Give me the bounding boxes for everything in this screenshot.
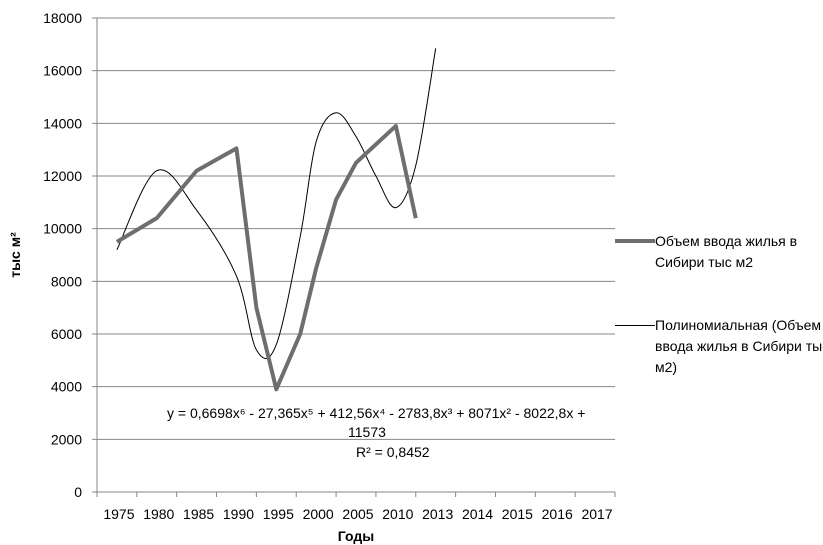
y-tick-label: 8000 xyxy=(51,273,82,289)
x-tick-label: 2000 xyxy=(303,506,334,522)
x-axis-title: Годы xyxy=(338,528,374,544)
x-tick-label: 1995 xyxy=(263,506,294,522)
y-tick-label: 2000 xyxy=(51,431,82,447)
y-tick-label: 10000 xyxy=(43,221,82,237)
trend-line xyxy=(116,48,437,360)
x-tick-label: 2015 xyxy=(502,506,533,522)
y-tick-label: 18000 xyxy=(43,10,82,26)
y-tick-label: 4000 xyxy=(51,379,82,395)
x-tick-label: 1980 xyxy=(143,506,174,522)
y-tick-label: 14000 xyxy=(43,115,82,131)
x-tick-label: 2013 xyxy=(422,506,453,522)
legend-swatch-trend xyxy=(615,325,655,326)
legend-label-trend: Полиномиальная (Объем ввода жилья в Сиби… xyxy=(655,317,823,375)
x-tick-label: 2010 xyxy=(382,506,413,522)
trend-layer xyxy=(116,48,437,360)
x-tick-labels: 1975 1980 1985 1990 1995 2000 2005 2010 2013 2014… xyxy=(103,506,613,522)
x-tick-label: 2005 xyxy=(342,506,373,522)
equation-constant: 11573 xyxy=(348,424,386,440)
y-tick-label: 16000 xyxy=(43,63,82,79)
x-tick-label: 1985 xyxy=(183,506,214,522)
x-tick-label: 2016 xyxy=(542,506,573,522)
r-squared-label: R² = 0,8452 xyxy=(356,444,430,460)
legend-swatch-main xyxy=(615,239,655,243)
y-tick-label: 0 xyxy=(74,484,82,500)
x-tick-marks xyxy=(96,492,616,497)
x-tick-label: 2014 xyxy=(462,506,493,522)
series-layer xyxy=(115,123,418,392)
y-tick-label: 6000 xyxy=(51,326,82,342)
legend-label-main: Объем ввода жилья в Сибири тыс м2 xyxy=(655,233,798,270)
gridlines xyxy=(97,17,615,440)
y-tick-labels: 0 2000 4000 6000 8000 10000 12000 14000 16000 180… xyxy=(43,10,97,500)
y-axis-title: тыс м² xyxy=(7,232,23,278)
y-tick-label: 12000 xyxy=(43,168,82,184)
x-tick-label: 1975 xyxy=(103,506,134,522)
x-tick-label: 1990 xyxy=(223,506,254,522)
equation-label: y = 0,6698x⁶ - 27,365x⁵ + 412,56x⁴ - 278… xyxy=(167,405,585,421)
x-tick-label: 2017 xyxy=(581,506,612,522)
series-line-main xyxy=(115,123,418,392)
